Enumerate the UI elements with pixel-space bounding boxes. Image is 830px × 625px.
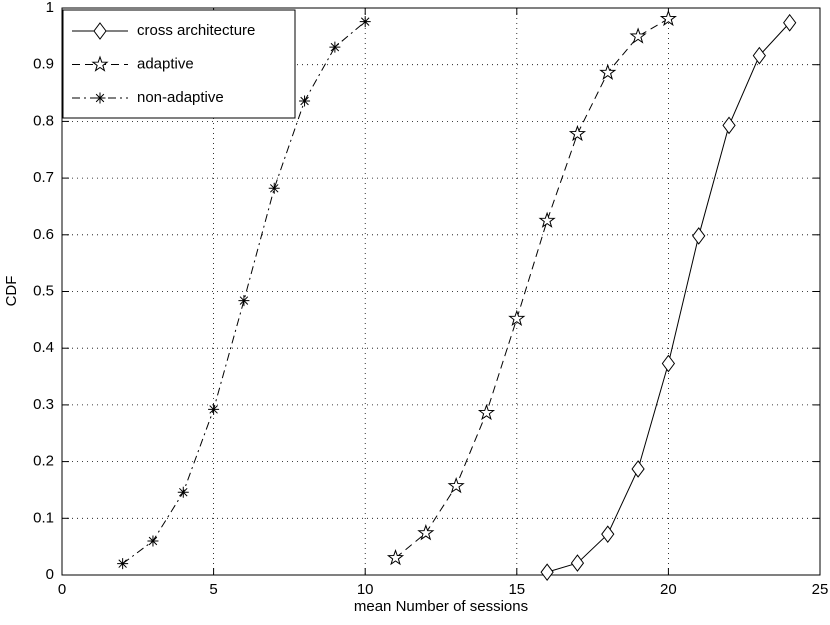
x-tick-label: 5	[209, 581, 217, 598]
marker	[538, 211, 556, 228]
y-tick-label: 0.7	[33, 169, 54, 186]
marker	[692, 227, 706, 245]
marker	[359, 16, 371, 28]
legend-marker	[93, 22, 107, 40]
marker	[299, 95, 311, 107]
plot-frame	[61, 7, 821, 576]
marker	[177, 486, 189, 498]
marker	[540, 563, 554, 581]
y-tick-label: 0.6	[33, 226, 54, 243]
y-tick-label: 0	[46, 566, 54, 583]
marker	[447, 476, 465, 494]
legend-label: adaptive	[137, 55, 194, 72]
marker	[631, 460, 645, 478]
series-line	[395, 18, 669, 559]
marker	[568, 124, 587, 142]
y-tick-label: 0.2	[33, 453, 54, 470]
x-tick-label: 15	[508, 581, 525, 598]
legend-marker	[91, 55, 109, 72]
x-tick-label: 20	[660, 581, 677, 598]
legend-label: cross architecture	[137, 22, 255, 39]
marker	[722, 116, 736, 135]
marker	[329, 41, 341, 53]
series-line	[122, 21, 366, 565]
marker	[752, 46, 766, 65]
y-tick-label: 0.1	[33, 509, 54, 526]
y-tick-label: 0.4	[33, 339, 54, 356]
marker	[659, 9, 677, 27]
y-axis-label: CDF	[3, 276, 20, 307]
marker	[238, 295, 250, 307]
x-tick-label: 25	[812, 581, 829, 598]
x-tick-label: 10	[357, 581, 374, 598]
legend: cross architecture adaptive non-adaptive	[62, 9, 296, 119]
marker	[386, 548, 405, 566]
y-tick-label: 0.9	[33, 56, 54, 73]
marker	[147, 535, 159, 547]
marker	[783, 13, 797, 32]
marker	[417, 524, 435, 541]
marker	[208, 403, 220, 415]
y-tick-label: 1	[46, 0, 54, 16]
legend-marker	[94, 92, 106, 104]
x-tick-label: 0	[58, 581, 66, 598]
marker	[508, 309, 526, 327]
marker	[117, 558, 129, 570]
marker	[601, 525, 615, 544]
marker	[268, 182, 280, 194]
x-axis-label: mean Number of sessions	[354, 598, 528, 615]
y-tick-label: 0.3	[33, 396, 54, 413]
marker	[629, 27, 647, 44]
marker	[477, 403, 496, 421]
marker	[570, 554, 585, 572]
y-tick-label: 0.5	[33, 282, 54, 299]
marker	[661, 354, 676, 373]
legend-label: non-adaptive	[137, 89, 224, 106]
marker	[599, 63, 617, 80]
y-tick-label: 0.8	[33, 112, 54, 129]
